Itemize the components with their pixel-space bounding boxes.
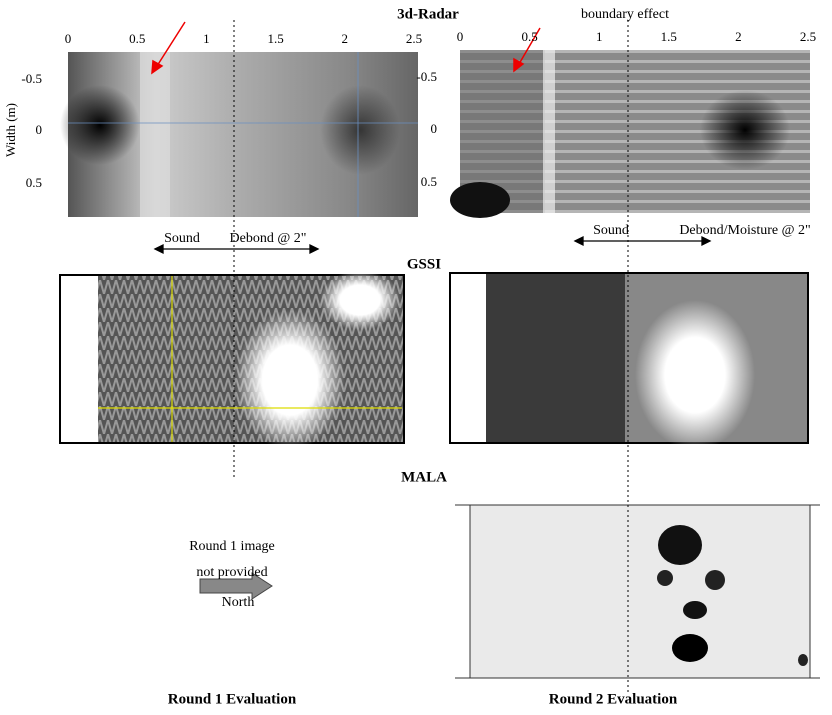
y-tick-label: 0 bbox=[431, 121, 438, 136]
y-tick-label: 0.5 bbox=[421, 174, 437, 189]
section-title: GSSI bbox=[407, 256, 441, 272]
y-tick-label: 0 bbox=[36, 122, 43, 137]
note: Round 1 image bbox=[189, 539, 275, 554]
x-tick-label: 0.5 bbox=[521, 29, 537, 44]
caption: Round 2 Evaluation bbox=[549, 691, 678, 707]
extent-arrows bbox=[153, 235, 712, 255]
x-tick-label: 2.5 bbox=[800, 29, 816, 44]
x-tick-label: 0 bbox=[457, 29, 464, 44]
mala-image bbox=[455, 504, 820, 679]
x-tick-label: 2 bbox=[735, 29, 742, 44]
section-title: MALA bbox=[401, 469, 447, 485]
label: Sound bbox=[593, 223, 629, 238]
x-tick-label: 1.5 bbox=[267, 31, 283, 46]
label: Debond @ 2" bbox=[230, 231, 307, 246]
y-tick-label: 0.5 bbox=[26, 175, 42, 190]
x-tick-label: 2.5 bbox=[406, 31, 422, 46]
x-tick-label: 0 bbox=[65, 31, 72, 46]
label: Debond/Moisture @ 2" bbox=[679, 223, 810, 238]
x-tick-label: 1.5 bbox=[661, 29, 677, 44]
radar-right-image bbox=[450, 50, 810, 218]
x-tick-label: 2 bbox=[342, 31, 349, 46]
y-tick-label: -0.5 bbox=[21, 71, 42, 86]
title: 3d-Radar bbox=[397, 6, 459, 22]
gssi-right-image bbox=[449, 272, 809, 450]
y-tick-label: -0.5 bbox=[416, 69, 437, 84]
x-tick-label: 0.5 bbox=[129, 31, 145, 46]
note: not provided bbox=[196, 565, 267, 580]
label: Sound bbox=[164, 231, 200, 246]
annotation-arrows bbox=[151, 21, 541, 75]
y-axis-label: Width (m) bbox=[3, 103, 18, 157]
x-tick-label: 1 bbox=[203, 31, 210, 46]
radar-left-image bbox=[60, 52, 418, 217]
direction-label: North bbox=[222, 595, 255, 610]
annotation: boundary effect bbox=[581, 7, 669, 22]
gssi-left-image bbox=[59, 270, 405, 450]
x-tick-label: 1 bbox=[596, 29, 603, 44]
north-arrow bbox=[199, 572, 273, 600]
caption: Round 1 Evaluation bbox=[168, 691, 297, 707]
